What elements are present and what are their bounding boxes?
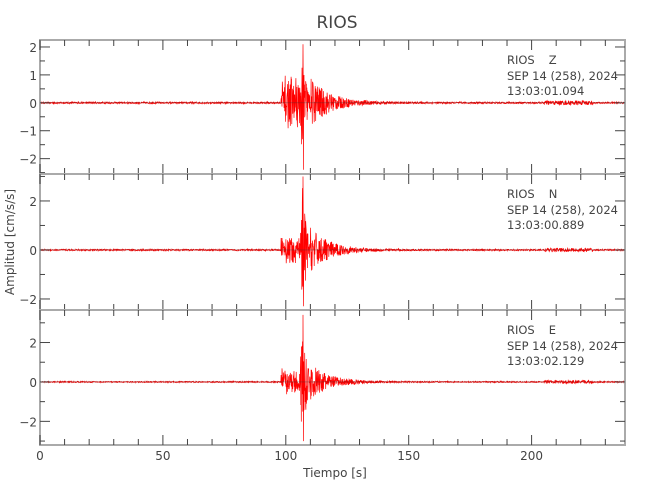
panel-frame [39, 173, 626, 311]
y-tick-label: 0 [29, 97, 37, 111]
time-label: 13:03:02.129 [507, 354, 584, 368]
station-component-label: RIOS E [507, 323, 556, 337]
y-axis-label: Amplitud [cm/s/s] [3, 189, 17, 295]
x-tick-label: 150 [397, 449, 420, 463]
y-tick-label: −2 [19, 415, 37, 429]
y-tick-label: −1 [19, 125, 37, 139]
date-label: SEP 14 (258), 2024 [507, 339, 618, 353]
date-label: SEP 14 (258), 2024 [507, 203, 618, 217]
panel-frame [39, 309, 626, 446]
y-tick-label: 2 [29, 337, 37, 351]
y-tick-label: 1 [29, 69, 37, 83]
component-name: N [549, 187, 558, 201]
waveform-trace-z [39, 44, 626, 170]
y-tick-label: 0 [29, 244, 37, 258]
panel-z: −2 −1 0 1 2 RIOS Z SEP 14 (258), 202413:03:01.0… [19, 39, 626, 175]
waveform-trace-e [39, 314, 626, 442]
component-name: Z [549, 53, 557, 67]
y-tick-label: 2 [29, 195, 37, 209]
chart-title: RIOS [317, 13, 358, 33]
station-name: RIOS [507, 323, 535, 337]
x-tick-label: 50 [155, 449, 170, 463]
x-axis-label: Tiempo [s] [302, 466, 367, 480]
component-name: E [549, 323, 556, 337]
y-tick-label: −2 [19, 293, 37, 307]
panel-frame [39, 39, 626, 175]
x-tick-label: 200 [520, 449, 543, 463]
station-component-label: RIOS Z [507, 53, 557, 67]
x-tick-label: 0 [36, 449, 44, 463]
date-label: SEP 14 (258), 2024 [507, 69, 618, 83]
station-name: RIOS [507, 53, 535, 67]
y-tick-label: 0 [29, 376, 37, 390]
station-name: RIOS [507, 187, 535, 201]
station-component-label: RIOS N [507, 187, 557, 201]
x-tick-label: 100 [274, 449, 297, 463]
time-label: 13:03:01.094 [507, 84, 584, 98]
waveform-trace-n [39, 176, 626, 307]
y-tick-label: −2 [19, 153, 37, 167]
y-tick-label: 2 [29, 41, 37, 55]
time-label: 13:03:00.889 [507, 218, 584, 232]
